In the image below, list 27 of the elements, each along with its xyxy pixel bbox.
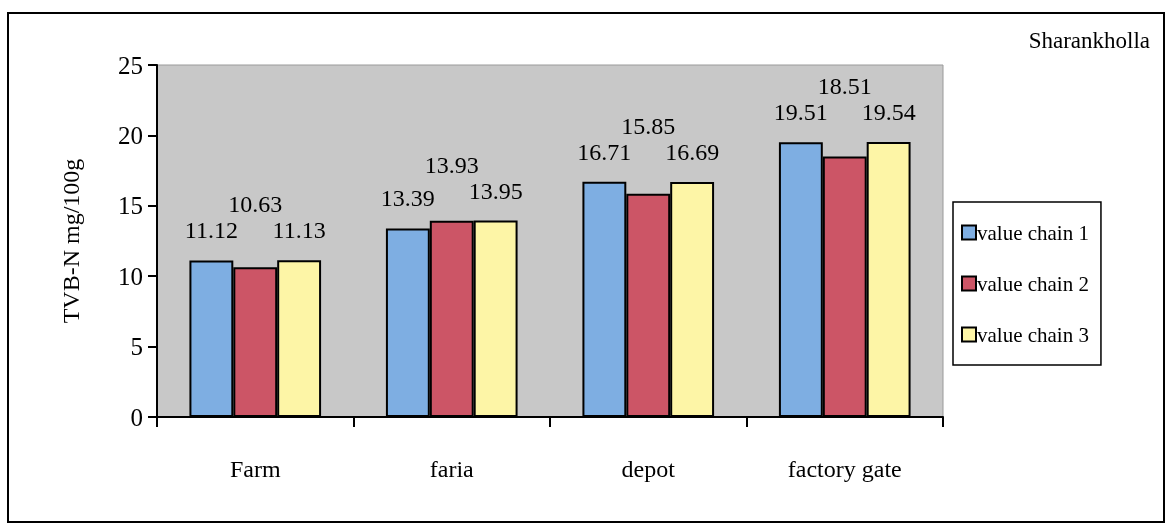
x-tick-label: faria xyxy=(429,456,475,482)
data-label: 11.12 xyxy=(184,217,238,244)
data-label: 11.13 xyxy=(272,217,326,244)
data-label: 16.71 xyxy=(577,138,632,165)
y-tick-label: 20 xyxy=(118,121,143,149)
x-tick-label: factory gate xyxy=(787,456,902,482)
y-tick-label: 0 xyxy=(130,403,143,431)
data-label: 10.63 xyxy=(228,191,283,218)
x-tick-label: Farm xyxy=(229,456,281,482)
data-label: 13.93 xyxy=(424,151,479,178)
y-axis-title: TVB-N mg/100g xyxy=(58,158,84,324)
data-label: 18.51 xyxy=(817,72,872,99)
legend-label: value chain 1 xyxy=(977,220,1089,245)
y-tick-label: 25 xyxy=(118,51,143,79)
legend-label: value chain 2 xyxy=(977,271,1089,296)
data-label: 19.54 xyxy=(861,98,916,125)
y-tick-label: 5 xyxy=(130,333,143,361)
data-label: 15.85 xyxy=(621,112,676,139)
data-label: 16.69 xyxy=(665,139,720,165)
text: Sharankholla xyxy=(1028,28,1150,53)
data-label: 19.51 xyxy=(773,99,828,126)
data-label: 13.39 xyxy=(380,185,435,212)
x-tick-label: depot xyxy=(621,456,676,482)
y-tick-label: 10 xyxy=(118,262,143,290)
legend-label: value chain 3 xyxy=(977,322,1089,347)
data-label: 13.95 xyxy=(468,177,523,204)
y-tick-label: 15 xyxy=(118,192,143,220)
